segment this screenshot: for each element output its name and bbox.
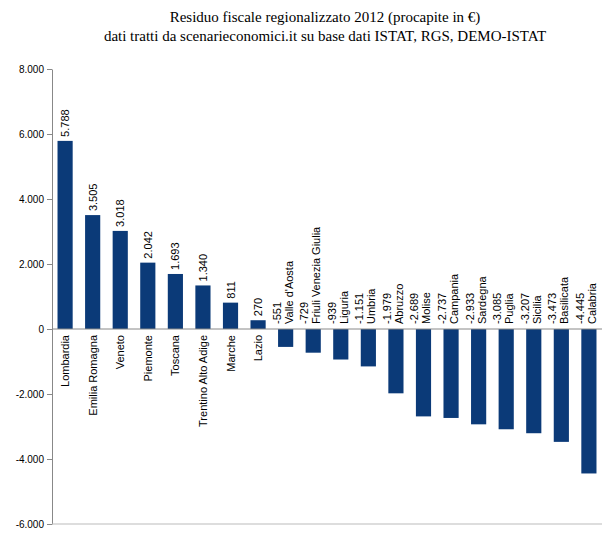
tick-mark bbox=[47, 524, 52, 525]
tick: 0 bbox=[38, 324, 52, 335]
bars bbox=[58, 141, 597, 474]
tick-label: 4.000 bbox=[19, 194, 44, 205]
bar bbox=[250, 320, 265, 329]
category-label: Veneto bbox=[114, 335, 126, 369]
bar bbox=[333, 329, 348, 360]
category-label: Puglia bbox=[503, 293, 515, 324]
bar bbox=[85, 215, 100, 329]
frame-bottom bbox=[52, 524, 602, 525]
category-label: Friuli Venezia Giulia bbox=[310, 226, 322, 324]
data-label: 3.505 bbox=[87, 184, 99, 212]
data-label: -551 bbox=[271, 302, 283, 324]
tick: -6.000 bbox=[16, 519, 52, 530]
category-label: Basilicata bbox=[558, 276, 570, 324]
data-label: -2.933 bbox=[464, 293, 476, 324]
category-label: Trentino Alto Adige bbox=[197, 335, 209, 427]
tick-mark bbox=[47, 329, 52, 330]
data-label: 2.042 bbox=[142, 231, 154, 259]
bar bbox=[416, 329, 431, 416]
tick: 8.000 bbox=[19, 64, 52, 75]
data-label: -939 bbox=[326, 302, 338, 324]
tick-mark bbox=[47, 199, 52, 200]
bar bbox=[361, 329, 376, 366]
tick-mark bbox=[47, 394, 52, 395]
category-label: Emilia Romagna bbox=[87, 334, 99, 416]
tick-label: 0 bbox=[38, 324, 44, 335]
data-label: 5.788 bbox=[59, 109, 71, 137]
data-label: -729 bbox=[298, 302, 310, 324]
bar bbox=[581, 329, 596, 473]
tick-mark bbox=[47, 69, 52, 70]
category-label: Sardegna bbox=[476, 275, 488, 324]
data-label: -3.473 bbox=[546, 293, 558, 324]
data-label: 811 bbox=[225, 281, 237, 299]
bar bbox=[168, 274, 183, 329]
bar bbox=[113, 231, 128, 329]
data-label: -2.737 bbox=[436, 293, 448, 324]
tick-mark bbox=[47, 134, 52, 135]
bar bbox=[554, 329, 569, 442]
bar bbox=[278, 329, 293, 347]
bar bbox=[526, 329, 541, 433]
category-label: Lombardia bbox=[59, 334, 71, 387]
tick: -4.000 bbox=[16, 454, 52, 465]
bar bbox=[195, 285, 210, 329]
subtitle: dati tratti da scenarieconomici.it su ba… bbox=[104, 28, 546, 44]
category-label: Abruzzo bbox=[393, 284, 405, 324]
title: Residuo fiscale regionalizzato 2012 (pro… bbox=[170, 9, 481, 26]
category-label: Campania bbox=[448, 273, 460, 324]
category-label: Toscana bbox=[169, 334, 181, 376]
y-axis: -6.000 -4.000 -2.000 0 2.000 4.000 6.000 8.000 bbox=[16, 64, 53, 530]
axis-line bbox=[52, 70, 53, 525]
bar bbox=[443, 329, 458, 418]
category-label: Piemonte bbox=[142, 335, 154, 381]
bar bbox=[140, 263, 155, 329]
tick-label: -2.000 bbox=[16, 389, 45, 400]
chart: Residuo fiscale regionalizzato 2012 (pro… bbox=[0, 0, 610, 535]
tick-label: 8.000 bbox=[19, 64, 44, 75]
tick: 4.000 bbox=[19, 194, 52, 205]
data-label: -1.151 bbox=[353, 293, 365, 324]
tick: 6.000 bbox=[19, 129, 52, 140]
data-label: -1.979 bbox=[381, 293, 393, 324]
data-label: 3.018 bbox=[114, 199, 126, 227]
tick: 2.000 bbox=[19, 259, 52, 270]
category-label: Calabria bbox=[586, 282, 598, 324]
data-label: 1.340 bbox=[197, 254, 209, 282]
category-label: Lazio bbox=[252, 335, 264, 361]
tick-label: 2.000 bbox=[19, 259, 44, 270]
data-label: -2.689 bbox=[408, 293, 420, 324]
category-label: Liguria bbox=[338, 290, 350, 324]
baseline bbox=[52, 329, 602, 330]
category-label: Umbria bbox=[365, 288, 377, 324]
data-label: 1.693 bbox=[169, 242, 181, 270]
bar bbox=[58, 141, 73, 329]
tick-label: -4.000 bbox=[16, 454, 45, 465]
category-label: Sicilia bbox=[531, 294, 543, 324]
tick: -2.000 bbox=[16, 389, 52, 400]
data-label: -3.207 bbox=[519, 293, 531, 324]
data-label: -4.445 bbox=[574, 293, 586, 324]
tick-label: 6.000 bbox=[19, 129, 44, 140]
tick-mark bbox=[47, 459, 52, 460]
category-label: Molise bbox=[420, 292, 432, 324]
labels: Lombardia 5.788 Emilia Romagna 3.505 Veneto 3… bbox=[59, 109, 598, 427]
data-label: -3.085 bbox=[491, 293, 503, 324]
data-label: 270 bbox=[252, 298, 264, 316]
bar bbox=[388, 329, 403, 393]
bar bbox=[223, 303, 238, 329]
bar bbox=[499, 329, 514, 429]
category-label: Valle d'Aosta bbox=[283, 260, 295, 324]
tick-mark bbox=[47, 264, 52, 265]
bar bbox=[306, 329, 321, 353]
tick-label: -6.000 bbox=[16, 519, 45, 530]
bar bbox=[471, 329, 486, 424]
category-label: Marche bbox=[225, 335, 237, 372]
